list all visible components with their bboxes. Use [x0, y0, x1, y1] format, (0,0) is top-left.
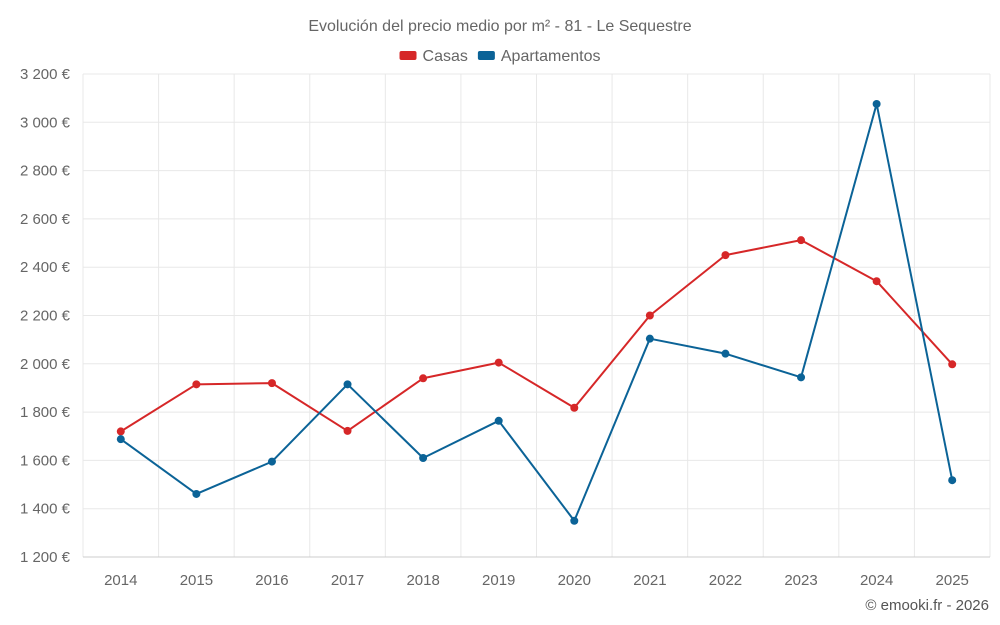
- series-casas: [116, 236, 957, 436]
- data-point-casas[interactable]: [721, 251, 730, 260]
- data-point-apartamentos[interactable]: [116, 435, 125, 444]
- y-tick-label: 1 600 €: [20, 452, 71, 469]
- legend-swatch: [477, 51, 495, 60]
- legend-item-casas[interactable]: Casas: [399, 48, 468, 65]
- legend: Casas Apartamentos: [399, 48, 601, 65]
- grid: [82, 73, 991, 558]
- data-point-casas[interactable]: [267, 379, 276, 388]
- x-tick-label: 2022: [709, 572, 742, 589]
- data-point-apartamentos[interactable]: [721, 349, 730, 358]
- y-tick-label: 2 800 €: [20, 163, 71, 180]
- data-point-casas[interactable]: [570, 403, 579, 412]
- data-point-apartamentos[interactable]: [267, 457, 276, 466]
- data-point-apartamentos[interactable]: [797, 373, 806, 382]
- y-tick-label: 1 400 €: [20, 501, 71, 518]
- axes: 1 200 € 1 400 € 1 600 € 1 800 € 2 000 € 2 200…: [20, 66, 990, 589]
- y-tick-label: 3 200 €: [20, 66, 71, 83]
- legend-item-apartamentos[interactable]: Apartamentos: [477, 48, 601, 65]
- data-point-casas[interactable]: [948, 360, 957, 369]
- data-point-casas[interactable]: [645, 311, 654, 320]
- y-tick-label: 1 800 €: [20, 404, 71, 421]
- data-point-casas[interactable]: [872, 277, 881, 286]
- x-tick-label: 2019: [482, 572, 515, 589]
- y-tick-label: 2 400 €: [20, 259, 71, 276]
- legend-label: Apartamentos: [501, 48, 601, 65]
- series-line-casas: [120, 239, 953, 433]
- x-tick-label: 2023: [784, 572, 817, 589]
- data-point-apartamentos[interactable]: [570, 516, 579, 525]
- series-line-apartamentos: [120, 102, 954, 522]
- data-point-casas[interactable]: [494, 358, 503, 367]
- x-tick-label: 2020: [558, 572, 591, 589]
- data-point-apartamentos[interactable]: [192, 489, 201, 498]
- series-apartamentos: [116, 99, 957, 525]
- legend-swatch: [399, 51, 417, 60]
- data-point-casas[interactable]: [192, 380, 201, 389]
- x-tick-label: 2018: [406, 572, 439, 589]
- data-point-apartamentos[interactable]: [419, 453, 428, 462]
- y-tick-label: 3 000 €: [20, 114, 71, 131]
- data-point-casas[interactable]: [797, 236, 806, 245]
- data-point-casas[interactable]: [116, 427, 125, 436]
- data-point-apartamentos[interactable]: [948, 476, 957, 485]
- x-tick-label: 2015: [180, 572, 213, 589]
- x-tick-label: 2017: [331, 572, 364, 589]
- data-point-apartamentos[interactable]: [645, 334, 654, 343]
- x-tick-label: 2016: [255, 572, 288, 589]
- y-tick-label: 2 200 €: [20, 308, 71, 325]
- data-point-apartamentos[interactable]: [343, 380, 352, 389]
- data-point-apartamentos[interactable]: [494, 416, 503, 425]
- x-tick-label: 2014: [104, 572, 137, 589]
- data-point-casas[interactable]: [419, 374, 428, 383]
- chart-title: Evolución del precio medio por m² - 81 -…: [308, 18, 691, 35]
- credit-text: © emooki.fr - 2026: [865, 597, 989, 614]
- y-tick-label: 1 200 €: [20, 549, 71, 566]
- x-tick-label: 2021: [633, 572, 666, 589]
- series-layer: [116, 99, 957, 525]
- x-tick-label: 2025: [936, 572, 969, 589]
- legend-label: Casas: [423, 48, 468, 65]
- data-point-casas[interactable]: [343, 426, 352, 435]
- y-tick-label: 2 000 €: [20, 356, 71, 373]
- data-point-apartamentos[interactable]: [872, 99, 881, 108]
- y-tick-label: 2 600 €: [20, 211, 71, 228]
- x-tick-label: 2024: [860, 572, 893, 589]
